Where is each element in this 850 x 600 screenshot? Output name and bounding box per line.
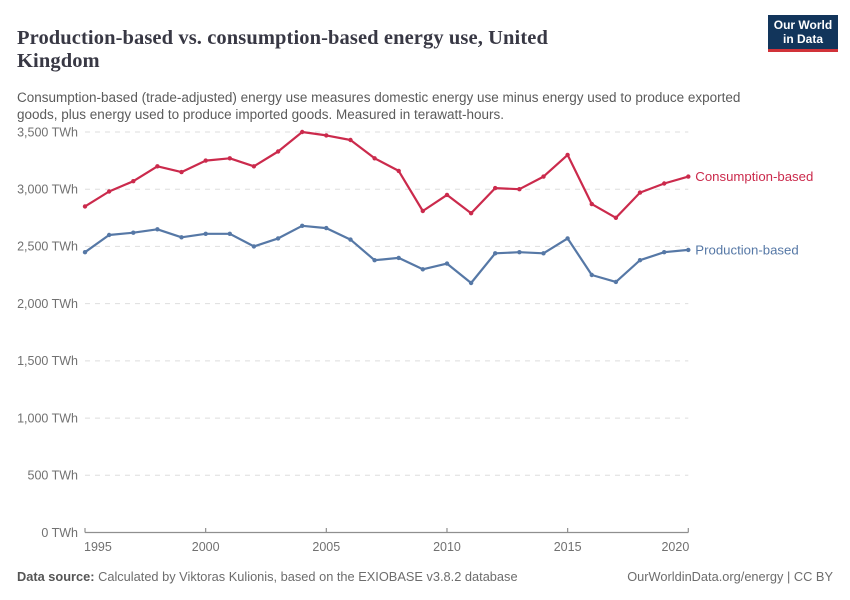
y-axis-tick-label: 500 TWh xyxy=(28,469,79,483)
y-axis-tick-label: 2,500 TWh xyxy=(17,240,78,254)
consumption-based-data-point[interactable] xyxy=(179,169,184,175)
production-based-data-point[interactable] xyxy=(420,267,425,272)
title-line-1: Production-based vs. consumption-based e… xyxy=(17,26,548,49)
consumption-based-data-point[interactable] xyxy=(444,192,450,198)
production-based-data-point[interactable] xyxy=(613,279,619,285)
x-axis-tick-label: 2020 xyxy=(661,540,689,554)
production-based-data-point[interactable] xyxy=(348,237,353,242)
consumption-based-data-point[interactable] xyxy=(372,156,377,161)
consumption-based-data-point[interactable] xyxy=(82,204,88,209)
production-based-data-point[interactable] xyxy=(155,227,160,232)
production-based-line[interactable] xyxy=(83,224,690,285)
owid-credit-link[interactable]: OurWorldinData.org/energy | CC BY xyxy=(627,569,833,584)
consumption-based-data-point[interactable] xyxy=(396,168,401,174)
owid-logo-line-1: Our World xyxy=(773,18,833,32)
production-based-data-point[interactable] xyxy=(106,232,112,238)
production-based-data-point[interactable] xyxy=(468,280,474,286)
production-based-data-point[interactable] xyxy=(372,258,377,263)
production-based-data-point[interactable] xyxy=(396,255,401,261)
consumption-based-data-point[interactable] xyxy=(589,201,594,207)
production-based-data-point[interactable] xyxy=(444,261,450,266)
consumption-based-data-point[interactable] xyxy=(613,215,619,220)
production-based-data-point[interactable] xyxy=(179,235,184,240)
x-axis-tick-label: 2000 xyxy=(192,540,220,554)
production-based-data-point[interactable] xyxy=(227,231,232,236)
production-based-data-point[interactable] xyxy=(82,250,88,255)
production-based-data-point[interactable] xyxy=(203,231,208,236)
y-axis-tick-label: 3,500 TWh xyxy=(17,125,78,139)
line-chart: 0 TWh 500 TWh 1,000 TWh 1,500 TWh 2,000 TWh 2… xyxy=(0,118,850,560)
data-source-label: Data source: xyxy=(17,569,95,584)
y-axis-tick-label: 3,000 TWh xyxy=(17,183,78,197)
consumption-based-data-point[interactable] xyxy=(662,181,667,186)
consumption-based-data-point[interactable] xyxy=(637,190,643,195)
production-based-data-point[interactable] xyxy=(637,258,643,263)
consumption-based-data-point[interactable] xyxy=(468,211,474,216)
production-based-data-point[interactable] xyxy=(662,250,667,255)
consumption-based-data-point[interactable] xyxy=(541,174,546,179)
consumption-based-data-point[interactable] xyxy=(300,129,305,135)
x-axis-tick-label: 2010 xyxy=(433,540,461,554)
owid-logo: Our World in Data xyxy=(768,15,838,52)
production-based-data-point[interactable] xyxy=(565,236,570,241)
consumption-based-data-point[interactable] xyxy=(227,156,232,161)
consumption-based-data-point[interactable] xyxy=(251,164,257,169)
consumption-based-data-point[interactable] xyxy=(106,189,112,194)
production-based-data-point[interactable] xyxy=(541,251,546,256)
chart-footer: Data source: Calculated by Viktoras Kuli… xyxy=(17,569,833,585)
consumption-based-data-point[interactable] xyxy=(517,187,522,192)
data-source-text: Calculated by Viktoras Kulionis, based o… xyxy=(94,569,518,584)
x-axis-tick-label: 1995 xyxy=(84,540,112,554)
consumption-based-series-label[interactable]: Consumption-based xyxy=(695,169,813,184)
y-axis-tick-label: 1,500 TWh xyxy=(17,354,78,368)
page-title: Production-based vs. consumption-based e… xyxy=(17,27,737,73)
consumption-based-data-point[interactable] xyxy=(324,133,329,138)
production-based-data-point[interactable] xyxy=(131,230,136,235)
consumption-based-data-point[interactable] xyxy=(493,185,498,191)
x-axis-tick-label: 2005 xyxy=(312,540,340,554)
consumption-based-data-point[interactable] xyxy=(203,158,208,163)
consumption-based-data-point[interactable] xyxy=(565,152,570,158)
subtitle-line-1: Consumption-based (trade-adjusted) energ… xyxy=(17,89,741,105)
consumption-based-line[interactable] xyxy=(83,130,690,219)
owid-logo-line-2: in Data xyxy=(782,32,823,46)
consumption-based-data-point[interactable] xyxy=(155,164,160,169)
energy-line-chart-canvas: 0 TWh 500 TWh 1,000 TWh 1,500 TWh 2,000 TWh 2… xyxy=(17,125,813,554)
production-based-data-point[interactable] xyxy=(324,225,329,231)
y-axis-tick-label: 2,000 TWh xyxy=(17,297,78,311)
production-based-data-point[interactable] xyxy=(275,236,281,241)
y-axis-tick-label: 0 TWh xyxy=(41,526,78,540)
production-based-data-point[interactable] xyxy=(589,272,594,278)
consumption-based-data-point[interactable] xyxy=(131,179,136,184)
production-based-data-point[interactable] xyxy=(493,251,498,256)
production-based-data-point[interactable] xyxy=(686,247,691,253)
y-axis-tick-label: 1,000 TWh xyxy=(17,411,78,425)
chart-subtitle: Consumption-based (trade-adjusted) energ… xyxy=(17,89,807,123)
production-based-data-point[interactable] xyxy=(251,244,257,249)
x-axis-tick-label: 2015 xyxy=(554,540,582,554)
consumption-based-data-point[interactable] xyxy=(686,174,691,179)
data-source: Data source: Calculated by Viktoras Kuli… xyxy=(17,569,518,585)
production-based-series-label[interactable]: Production-based xyxy=(695,242,798,257)
consumption-based-data-point[interactable] xyxy=(420,208,425,214)
subtitle-line-2: goods, plus energy used to produce impor… xyxy=(17,106,505,122)
production-based-data-point[interactable] xyxy=(517,250,522,255)
production-based-data-point[interactable] xyxy=(300,223,305,228)
consumption-based-data-point[interactable] xyxy=(348,137,353,143)
consumption-based-data-point[interactable] xyxy=(275,149,281,154)
title-line-2: Kingdom xyxy=(17,49,100,72)
